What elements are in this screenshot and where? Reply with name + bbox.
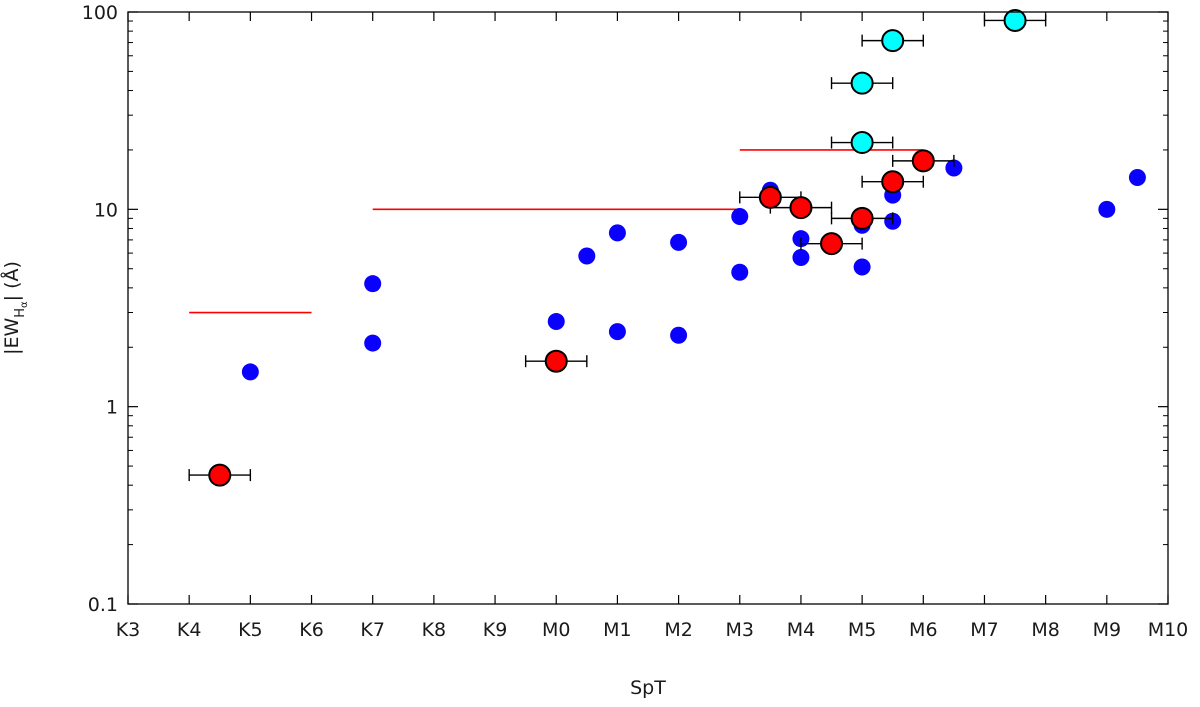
axes: K3 K4 K5 K6 K7 K8 K9 M0 M1 M2 M3 M4 M5 M6 M7 M8 M9 M10 0.1… (82, 2, 1189, 641)
x-tick-label: K9 (483, 619, 508, 641)
blue-data-point (1128, 168, 1146, 186)
blue-data-point (670, 326, 688, 344)
x-tick-label: M10 (1148, 619, 1189, 641)
red-data-point (758, 185, 782, 209)
y-axis-title-suffix: | (Å) (0, 261, 23, 301)
x-axis-title: SpT (630, 677, 666, 699)
x-tick-label: K5 (238, 619, 263, 641)
blue-data-point (364, 275, 382, 293)
blue-data-point (1098, 200, 1116, 218)
cyan-data-point (881, 29, 905, 53)
y-axis-title-subsub: α (19, 301, 30, 308)
red-data-point (208, 463, 232, 487)
red-data-point (850, 206, 874, 230)
x-tick-label: M6 (909, 619, 937, 641)
blue-data-point (670, 233, 688, 251)
series-highlighted-points (208, 8, 1027, 487)
blue-data-point (608, 224, 626, 242)
plot-area-frame (127, 11, 1169, 605)
x-tick-label: K8 (422, 619, 447, 641)
y-tick-label: 100 (82, 2, 118, 24)
x-tick-label: M1 (603, 619, 631, 641)
svg-text:|EWHα| (Å): |EWHα| (Å) (0, 261, 30, 355)
cyan-data-point (850, 71, 874, 95)
blue-data-point (945, 159, 963, 177)
red-data-point (911, 149, 935, 173)
red-data-point (820, 232, 844, 256)
blue-data-point (608, 323, 626, 341)
blue-data-point (792, 249, 810, 267)
x-tick-label: M9 (1093, 619, 1121, 641)
blue-data-point (241, 363, 259, 381)
blue-data-point (578, 247, 596, 265)
blue-data-point (364, 334, 382, 352)
y-axis-title-prefix: |EW (1, 318, 23, 355)
x-tick-label: M3 (726, 619, 754, 641)
y-axis-title: |EWHα| (Å) (0, 261, 30, 355)
error-bars (188, 14, 1047, 486)
x-tick-label: M7 (970, 619, 998, 641)
blue-data-point (731, 207, 749, 225)
cyan-data-point (1003, 8, 1027, 32)
y-axis-title-sub: H (13, 308, 28, 318)
x-tick-label: K6 (299, 619, 324, 641)
threshold-lines (189, 149, 924, 314)
cyan-data-point (850, 131, 874, 155)
x-tick-label: M5 (848, 619, 876, 641)
red-data-point (544, 349, 568, 373)
x-tick-label: M8 (1031, 619, 1059, 641)
x-tick-label: M2 (664, 619, 692, 641)
red-data-point (789, 196, 813, 220)
red-data-point (881, 170, 905, 194)
blue-data-point (731, 263, 749, 281)
x-tick-label: M4 (787, 619, 815, 641)
y-tick-label: 0.1 (88, 594, 118, 616)
y-tick-label: 10 (94, 199, 118, 221)
y-tick-label: 1 (106, 397, 118, 419)
x-tick-label: K3 (116, 619, 141, 641)
x-tick-label: K7 (360, 619, 385, 641)
x-tick-label: M0 (542, 619, 570, 641)
blue-data-point (853, 258, 871, 276)
series-blue-points (241, 159, 1146, 381)
x-tick-label: K4 (177, 619, 202, 641)
blue-data-point (547, 313, 565, 331)
